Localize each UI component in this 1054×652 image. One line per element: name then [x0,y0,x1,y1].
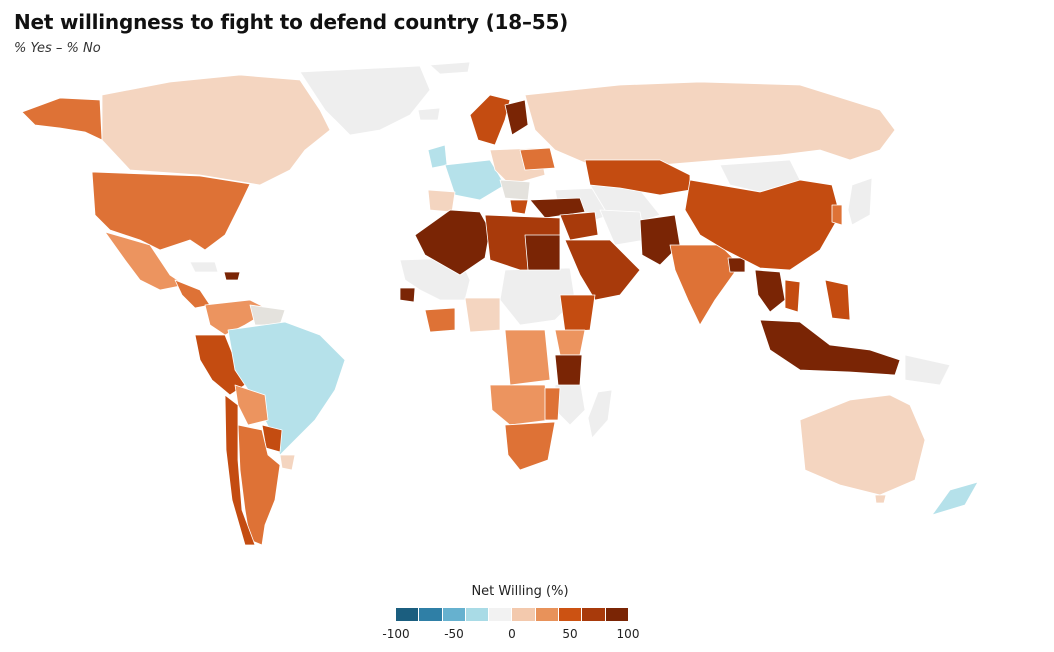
region-caribbean-nodata[interactable] [189,261,219,273]
region-tanzania[interactable] [554,354,583,386]
region-new-zealand[interactable] [931,481,979,516]
region-morocco-algeria[interactable] [414,209,491,276]
legend-color-segment [442,608,466,621]
region-alaska[interactable] [21,97,103,141]
region-pakistan[interactable] [639,214,681,266]
legend-tick: 100 [616,627,640,641]
region-china[interactable] [684,179,841,271]
region-svalbard-arctic[interactable] [429,61,471,75]
legend-color-segment [465,608,490,621]
region-east-africa-nodata[interactable] [554,379,586,426]
legend: Net Willing (%) -100 -50 0 50 100 [380,584,660,644]
region-uruguay[interactable] [279,454,296,471]
region-ethiopia[interactable] [559,294,596,333]
region-russia[interactable] [524,81,896,171]
legend-title: Net Willing (%) [471,584,569,599]
region-egypt[interactable] [524,234,561,271]
region-haiti-dominican[interactable] [223,271,241,281]
legend-color-segment [489,608,513,621]
legend-tick: -100 [382,627,410,641]
region-malaysia-indonesia[interactable] [759,319,901,376]
region-greenland[interactable] [299,65,431,136]
region-papua-nodata[interactable] [904,354,951,386]
region-uk-ireland[interactable] [427,144,448,169]
region-kenya[interactable] [554,329,586,356]
region-bangladesh[interactable] [727,257,746,273]
region-australia[interactable] [799,394,926,496]
legend-color-segment [419,608,443,621]
region-arabia[interactable] [564,239,641,301]
region-myanmar-thailand[interactable] [754,269,786,313]
region-western-europe[interactable] [444,159,506,201]
legend-color-segment [605,608,628,621]
world-choropleth-map [21,61,979,546]
region-iberia[interactable] [427,189,456,213]
region-norway-sweden[interactable] [469,94,511,146]
region-balkans[interactable] [499,179,531,201]
region-iraq-syria[interactable] [559,211,599,241]
region-canada[interactable] [101,74,331,186]
legend-color-bar [396,608,628,621]
region-nigeria[interactable] [464,297,501,333]
region-japan[interactable] [847,177,873,226]
region-chile[interactable] [224,394,256,546]
legend-color-segment [535,608,560,621]
region-caucasus-central-asia[interactable] [584,159,691,196]
page-subtitle: % Yes – % No [14,41,101,56]
legend-color-segment [582,608,606,621]
region-iceland[interactable] [417,107,441,121]
region-mozambique[interactable] [544,387,561,421]
region-philippines[interactable] [824,279,851,321]
region-guyanas[interactable] [249,304,286,326]
region-west-africa-coast[interactable] [424,307,456,333]
region-finland[interactable] [504,99,529,136]
page-title: Net willingness to fight to defend count… [14,10,569,34]
region-madagascar[interactable] [587,389,613,439]
region-south-africa[interactable] [504,421,556,471]
region-greece[interactable] [509,199,529,215]
region-korea[interactable] [831,204,843,226]
legend-color-segment [512,608,536,621]
region-tasmania[interactable] [874,494,887,504]
region-turkey[interactable] [529,197,586,219]
legend-tick-labels: -100 -50 0 50 100 [382,627,639,643]
region-vietnam[interactable] [784,279,801,313]
legend-tick: 50 [562,627,578,641]
region-bolivia[interactable] [234,384,269,426]
region-usa[interactable] [91,171,251,251]
legend-color-segment [559,608,583,621]
region-central-america[interactable] [174,279,211,309]
region-ukraine[interactable] [519,147,556,171]
region-angola-zambia[interactable] [489,384,551,426]
region-india[interactable] [669,244,741,326]
region-argentina[interactable] [237,424,281,546]
legend-color-segment [396,608,420,621]
region-congo[interactable] [504,329,551,386]
region-senegal[interactable] [399,287,416,303]
legend-tick: 0 [508,627,516,641]
legend-tick: -50 [444,627,464,641]
region-mexico[interactable] [104,231,186,291]
